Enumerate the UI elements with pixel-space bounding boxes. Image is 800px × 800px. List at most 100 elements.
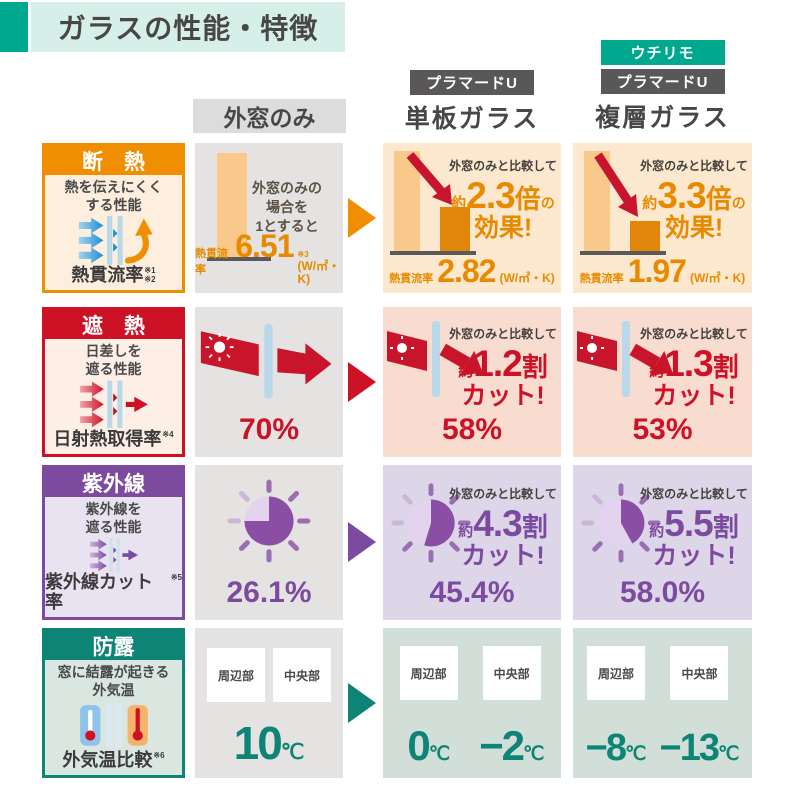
comparison-block: 外窓のみと比較して 約1.2割 カット!: [445, 325, 561, 411]
edge-label-box: 周辺部: [586, 646, 645, 700]
temp-value: 10: [233, 717, 283, 769]
factor-value: 4.3: [473, 503, 522, 544]
desc-line2: 外気温: [92, 682, 135, 699]
label-card-condensation: 防露 窓に結露が起きる 外気温 外気温比較 ※6: [42, 628, 185, 778]
base-note: 外窓のみの 場合を 1とすると: [237, 179, 337, 236]
row-desc-uv: 紫外線を 遮る性能: [86, 500, 142, 536]
edge-temperature: 周辺部 −8℃: [586, 646, 647, 770]
row-title-shading: 遮 熱: [45, 310, 182, 339]
metric-refs: ※6: [153, 751, 164, 760]
u-value: 2.82: [437, 253, 496, 289]
u-value: 6.51: [235, 227, 294, 264]
row-title-insulation: 断 熱: [45, 146, 182, 175]
metric-name: 熱貫流率: [71, 265, 144, 286]
comparison-block: 外窓のみと比較して 約1.3割 カット!: [636, 325, 752, 411]
u-value-line: 熱貫流率 2.82 (W/㎡・K): [383, 253, 561, 289]
approx: 約: [458, 363, 474, 380]
approx: 約: [451, 195, 467, 212]
ref-mark: ※4: [162, 430, 174, 440]
bar-chart-icon: [390, 151, 476, 255]
uv-base-value: 26.1%: [226, 576, 312, 609]
condensation-icon: [79, 703, 148, 748]
column-type-double: 複層ガラス: [595, 104, 730, 132]
edge-temperature: 周辺部 0℃: [399, 646, 458, 770]
effect-text: カット!: [652, 542, 736, 570]
approx: 約: [642, 195, 658, 212]
temp-readout: −13℃: [660, 727, 740, 770]
bar-chart-icon: [580, 151, 666, 255]
metric-name: 紫外線カット率: [45, 572, 153, 613]
comparison-note: 外窓のみと比較して: [640, 487, 748, 501]
flow-arrow-icon: [348, 683, 376, 723]
temp-value: 0: [407, 722, 430, 769]
factor-unit: 倍: [514, 184, 541, 214]
row-desc-shading: 日差しを 遮る性能: [86, 342, 142, 378]
temperature-pair: 周辺部 0℃ 中央部 −2℃: [383, 628, 561, 778]
edge-label-box: 周辺部: [207, 648, 265, 702]
comparison-block: 外窓のみと比較して 約2.3倍の 効果!: [447, 157, 559, 243]
bar-chart-icon: [207, 153, 271, 261]
insulation-base-cell: 外窓のみの 場合を 1とすると 熱貫流率 6.51 ※3 (W/㎡・K): [195, 143, 343, 293]
label-card-insulation: 断 熱 熱を伝えにくく する性能 熱貫流率 ※1 ※2: [42, 143, 185, 293]
sun-beam-icon: [387, 321, 483, 397]
row-desc-insulation: 熱を伝えにくく する性能: [65, 178, 163, 214]
u-value: 1.97: [627, 253, 687, 289]
particle: の: [540, 195, 555, 211]
title-accent-square: [0, 2, 28, 52]
desc-line1: 熱を伝えにくく: [64, 179, 163, 195]
comparison-note: 外窓のみと比較して: [449, 159, 557, 173]
unit: (W/㎡・K): [499, 271, 555, 285]
brand-badge-plamado: プラマードU: [600, 69, 725, 94]
temp-readout: −2℃: [479, 722, 544, 770]
comparison-note: 外窓のみと比較して: [449, 487, 557, 501]
effect-text: 効果!: [664, 214, 724, 242]
temp-value: −13: [659, 727, 720, 769]
comparison-note: 外窓のみと比較して: [449, 327, 557, 341]
comparison-factor: 約2.3倍の: [447, 177, 559, 214]
desc-line1: 紫外線を: [85, 501, 142, 517]
temp-readout: 0℃: [407, 722, 450, 770]
title-band: ガラスの性能・特徴: [31, 2, 345, 52]
column-header-double: ウチリモ プラマードU 複層ガラス: [573, 40, 752, 134]
ref-mark: ※6: [153, 751, 165, 761]
factor-value: 3.3: [657, 175, 706, 216]
brand-badge-plamado: プラマードU: [410, 70, 534, 95]
flow-arrow-icon: [348, 362, 376, 402]
temp-unit: ℃: [428, 744, 451, 765]
flow-arrow-icon: [348, 198, 376, 238]
row-metric-uv: 紫外線カット率 ※5: [45, 573, 182, 617]
approx: 約: [649, 363, 665, 380]
u-value-line: 熱貫流率 1.97 (W/㎡・K): [573, 253, 752, 289]
effect-text: カット!: [461, 382, 545, 410]
desc-line2: 遮る性能: [85, 519, 142, 536]
approx: 約: [649, 523, 665, 540]
shading-single-value: 58%: [441, 413, 503, 446]
comparison-factor: 約4.3割: [445, 505, 561, 542]
desc-line1: 日差しを: [85, 343, 142, 359]
uv-double-cell: 外窓のみと比較して 約5.5割 カット! 58.0%: [573, 465, 752, 620]
temp-readout: −8℃: [586, 727, 647, 770]
comparison-factor: 約5.5割: [636, 505, 752, 542]
desc-line1: 窓に結露が起きる: [57, 664, 170, 680]
factor-value: 2.3: [466, 175, 515, 216]
factor-unit: 倍: [705, 184, 732, 214]
insulation-icon: [78, 216, 153, 266]
temperature-pair: 周辺部 −8℃ 中央部 −13℃: [573, 628, 752, 778]
unit: (W/㎡・K): [689, 271, 746, 285]
insulation-double-cell: 外窓のみと比較して 約3.3倍の 効果! 熱貫流率 1.97 (W/㎡・K): [573, 143, 752, 293]
column-header-base: 外窓のみ: [193, 99, 346, 133]
effect-text: カット!: [652, 382, 736, 410]
sun-beam-icon: [200, 323, 332, 399]
center-label-box: 中央部: [670, 646, 729, 700]
u-value-line: 熱貫流率 6.51 ※3 (W/㎡・K): [195, 227, 343, 286]
condensation-double-cell: 周辺部 −8℃ 中央部 −13℃: [573, 628, 752, 778]
factor-unit: 割: [521, 512, 548, 542]
column-type-single: 単板ガラス: [404, 105, 540, 133]
effect-text: カット!: [461, 542, 545, 570]
shading-single-cell: 外窓のみと比較して 約1.2割 カット! 58%: [383, 307, 561, 457]
factor-unit: 割: [712, 512, 739, 542]
temp-value: −8: [585, 727, 627, 769]
shading-icon: [79, 381, 148, 429]
shading-double-value: 53%: [632, 413, 693, 446]
metric-refs: ※5: [171, 573, 182, 582]
